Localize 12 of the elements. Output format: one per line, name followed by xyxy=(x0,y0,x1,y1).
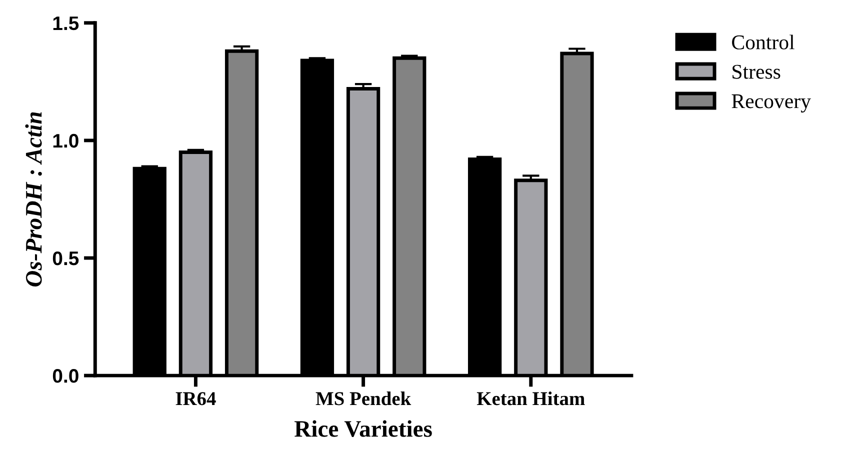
y-tick-label: 0.5 xyxy=(52,251,79,266)
x-tick-label: Ketan Hitam xyxy=(476,392,585,406)
x-tick-label: IR64 xyxy=(176,392,216,406)
y-axis-title: Os-ProDH : Actin xyxy=(25,112,42,286)
y-tick-label: 0.0 xyxy=(52,369,78,383)
legend-label: Recovery xyxy=(732,94,811,113)
x-axis-title: Rice Varieties xyxy=(294,420,432,438)
y-tick-label: 1.5 xyxy=(53,16,79,30)
legend-label: Stress xyxy=(732,64,780,79)
y-tick-label: 1.0 xyxy=(53,134,78,148)
x-tick-label: MS Pendek xyxy=(316,392,412,406)
legend-label: Control xyxy=(732,34,794,50)
